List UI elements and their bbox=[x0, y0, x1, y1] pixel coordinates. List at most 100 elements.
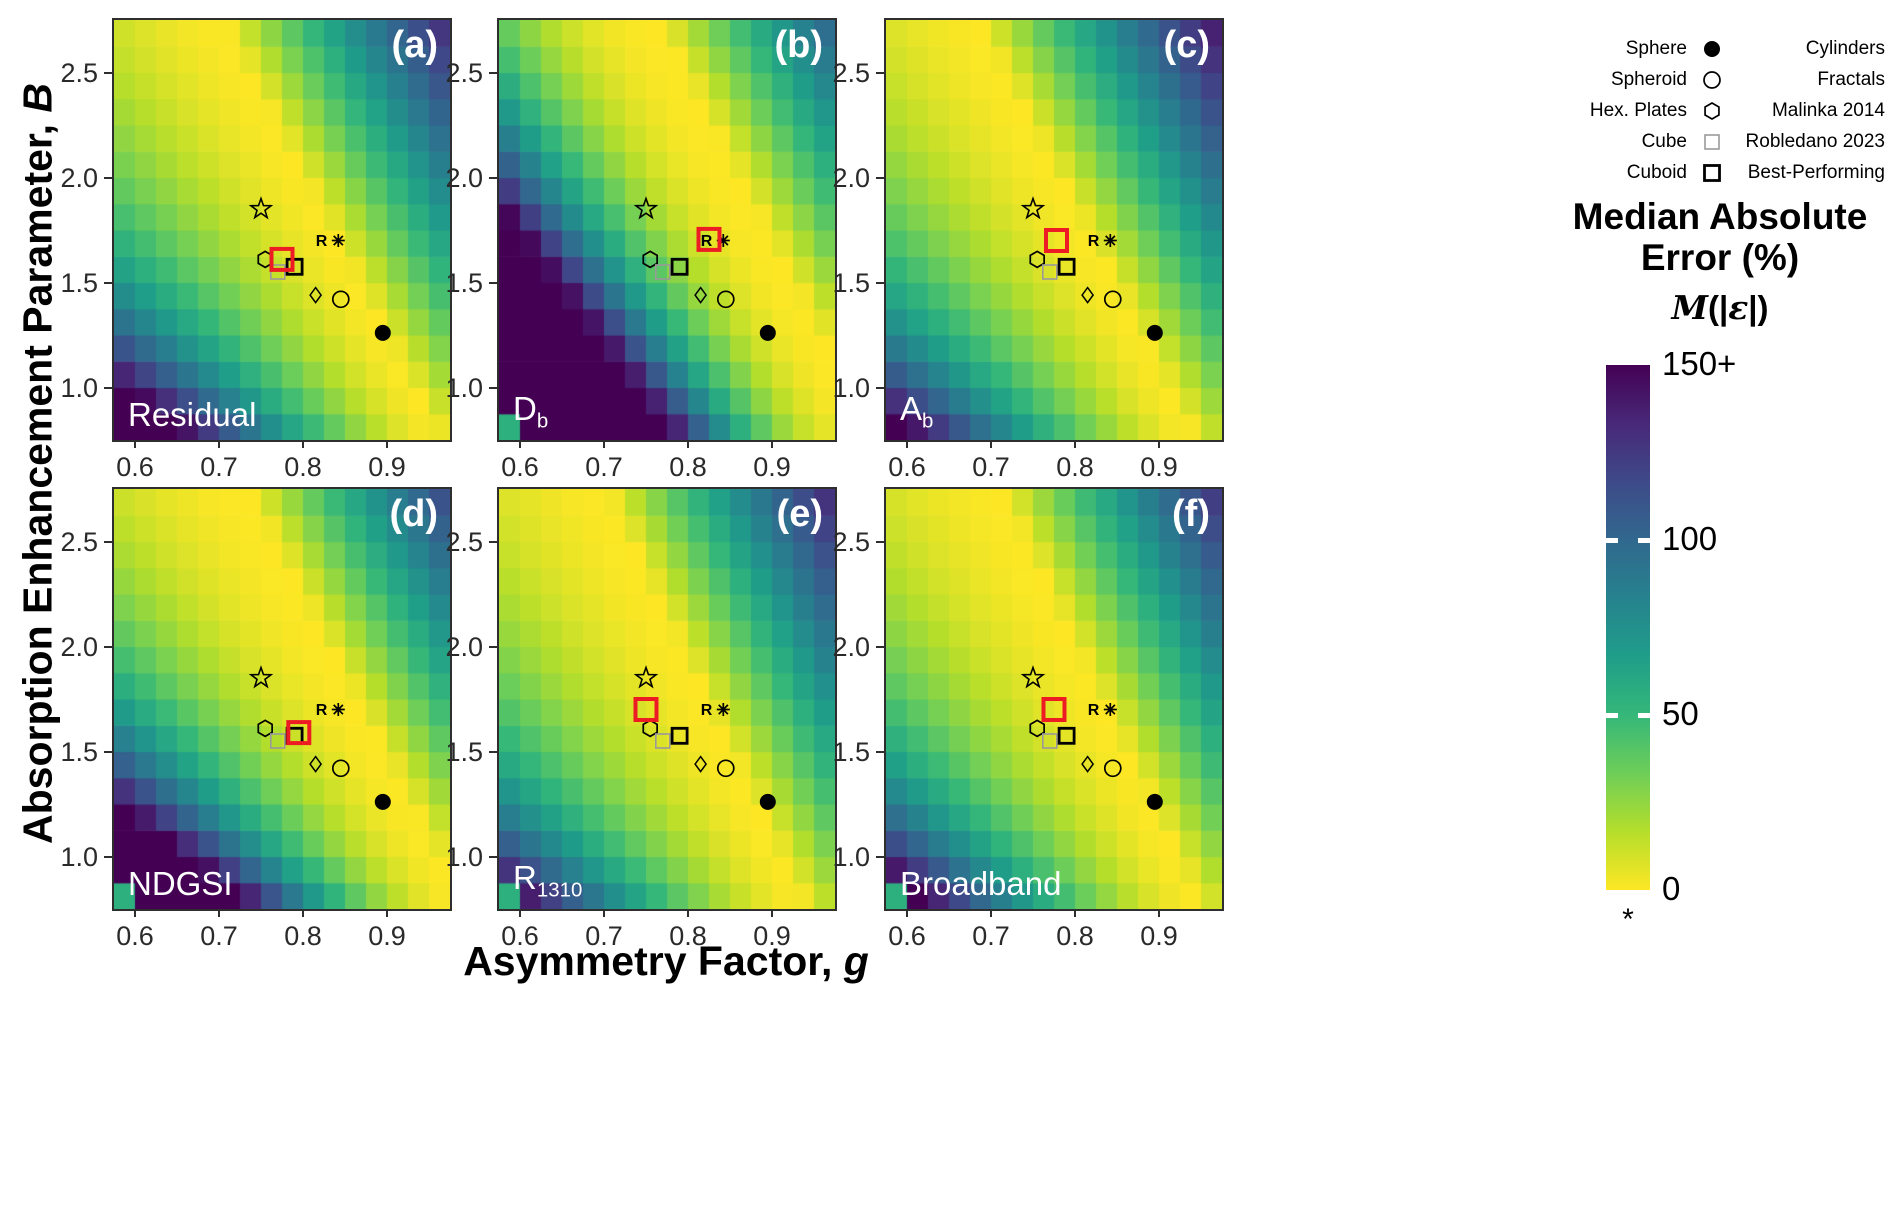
y-tick-label: 1.5 bbox=[60, 267, 98, 298]
marker-hex-plates-icon bbox=[1029, 250, 1045, 269]
x-tick-label: 0.6 bbox=[116, 921, 154, 951]
legend-marker-hex-plates bbox=[1695, 98, 1729, 124]
x-tick-mark bbox=[1158, 909, 1160, 917]
x-tick-label: 0.6 bbox=[888, 452, 926, 482]
formula-epsilon: ε bbox=[1728, 288, 1749, 327]
x-tick-mark bbox=[906, 440, 908, 448]
marker-cuboid-icon bbox=[1057, 257, 1076, 276]
x-tick-mark bbox=[1074, 909, 1076, 917]
x-axis-symbol: g bbox=[843, 938, 869, 984]
y-tick-mark bbox=[489, 645, 497, 648]
svg-text:R: R bbox=[316, 702, 328, 719]
marker-malinka-2014-icon bbox=[1103, 703, 1117, 716]
marker-spheroid-icon bbox=[716, 759, 735, 778]
y-tick-mark bbox=[876, 540, 884, 543]
marker-sphere-icon bbox=[759, 793, 776, 810]
legend-label-cube: Cube bbox=[1641, 131, 1687, 152]
x-tick-mark bbox=[771, 909, 773, 917]
x-tick-label: 0.7 bbox=[972, 921, 1010, 951]
marker-cylinders-icon bbox=[1081, 755, 1095, 773]
y-tick-mark bbox=[104, 71, 112, 74]
legend: Sphere Cylinders Spheroid Fractals Hex. Plat… bbox=[1545, 36, 1892, 186]
marker-best-performing bbox=[696, 226, 722, 252]
x-tick-label: 0.8 bbox=[284, 921, 322, 951]
panel-c: R (c) Ab 0.6 0.7 0.8 0.9 1.0 1.5 2.0 2.5 bbox=[832, 18, 1224, 482]
marker-spheroid-icon bbox=[331, 290, 350, 309]
panel-metric-label-c: Ab bbox=[900, 390, 934, 433]
panel-a: R (a) Residual 0.6 0.7 0.8 0.9 1.0 1.5 2.0 2.5 bbox=[60, 18, 452, 482]
x-tick-mark bbox=[990, 440, 992, 448]
y-tick-mark bbox=[876, 645, 884, 648]
marker-best-performing bbox=[286, 720, 312, 746]
x-tick-mark bbox=[1158, 440, 1160, 448]
y-tick-mark bbox=[489, 386, 497, 389]
y-tick-label: 1.5 bbox=[445, 267, 483, 298]
y-tick-mark bbox=[489, 176, 497, 179]
x-axis-title: Asymmetry Factor, g bbox=[366, 938, 966, 985]
panel-letter-d: (d) bbox=[389, 493, 438, 535]
marker-sphere-icon bbox=[374, 793, 391, 810]
y-tick-label: 2.0 bbox=[832, 162, 870, 193]
marker-spheroid-icon bbox=[1703, 71, 1721, 89]
x-tick-mark bbox=[218, 909, 220, 917]
formula-m: M bbox=[1671, 288, 1708, 327]
x-tick-label: 0.7 bbox=[972, 452, 1010, 482]
marker-robledano-2023-icon: R bbox=[701, 702, 713, 719]
colorbar-dash-mark bbox=[1638, 712, 1650, 718]
legend-label-malinka-2014: Malinka 2014 bbox=[1771, 100, 1885, 121]
y-tick-label: 1.0 bbox=[60, 372, 98, 403]
y-tick-mark bbox=[489, 750, 497, 753]
marker-fractals-icon bbox=[248, 665, 274, 689]
marker-spheroid-icon bbox=[1103, 290, 1122, 309]
x-tick-mark bbox=[603, 909, 605, 917]
marker-robledano-2023-icon: R bbox=[701, 233, 713, 250]
y-tick-label: 2.0 bbox=[832, 631, 870, 662]
x-tick-label: 0.6 bbox=[888, 921, 926, 951]
y-tick-mark bbox=[876, 281, 884, 284]
panel-f: R (f) Broadband 0.6 0.7 0.8 0.9 1.0 1.5 2.0 2.5 bbox=[832, 487, 1224, 951]
colorbar-dash-mark bbox=[1638, 537, 1650, 543]
marker-hex-plates-icon bbox=[642, 719, 658, 738]
heatmap-canvas-a bbox=[114, 20, 450, 440]
marker-malinka-2014-icon bbox=[331, 234, 345, 247]
y-tick-mark bbox=[876, 386, 884, 389]
x-tick-mark bbox=[302, 440, 304, 448]
x-tick-mark bbox=[990, 909, 992, 917]
x-tick-label: 0.9 bbox=[753, 452, 791, 482]
x-tick-label: 0.6 bbox=[501, 921, 539, 951]
y-tick-label: 2.5 bbox=[60, 57, 98, 88]
marker-cuboid-icon bbox=[670, 257, 689, 276]
y-tick-label: 1.0 bbox=[832, 841, 870, 872]
svg-text:R: R bbox=[1088, 702, 1100, 719]
markers-layer-e: R bbox=[633, 665, 776, 810]
marker-cylinders-icon bbox=[694, 755, 708, 773]
legend-label-fractals: Fractals bbox=[1817, 69, 1885, 90]
x-tick-mark bbox=[1074, 440, 1076, 448]
marker-cylinders-icon bbox=[1081, 286, 1095, 304]
panel-letter-e: (e) bbox=[776, 493, 823, 535]
marker-cuboid-icon bbox=[670, 726, 689, 745]
x-tick-label: 0.9 bbox=[368, 921, 406, 951]
svg-text:R: R bbox=[701, 702, 713, 719]
y-tick-label: 1.5 bbox=[832, 267, 870, 298]
y-tick-mark bbox=[876, 750, 884, 753]
x-tick-label: 0.9 bbox=[753, 921, 791, 951]
markers-layer-c: R bbox=[1020, 196, 1163, 341]
legend-marker-cube bbox=[1695, 129, 1729, 155]
y-tick-mark bbox=[104, 386, 112, 389]
marker-sphere-icon bbox=[1146, 793, 1163, 810]
colorbar-tick-100: 100 bbox=[1662, 520, 1718, 557]
marker-cylinders-icon bbox=[309, 286, 323, 304]
marker-cylinders-icon bbox=[694, 286, 708, 304]
markers-layer-b: R bbox=[633, 196, 776, 341]
colorbar-gradient bbox=[1606, 365, 1650, 890]
colorbar-title-line1: Median Absolute bbox=[1572, 196, 1868, 237]
y-tick-mark bbox=[489, 71, 497, 74]
marker-fractals-icon bbox=[1020, 196, 1046, 220]
x-axis-title-text: Asymmetry Factor, bbox=[463, 938, 844, 984]
svg-text:R: R bbox=[701, 233, 713, 250]
y-tick-mark bbox=[876, 176, 884, 179]
heatmap-canvas-b bbox=[499, 20, 835, 440]
markers-layer-d: R bbox=[248, 665, 391, 810]
